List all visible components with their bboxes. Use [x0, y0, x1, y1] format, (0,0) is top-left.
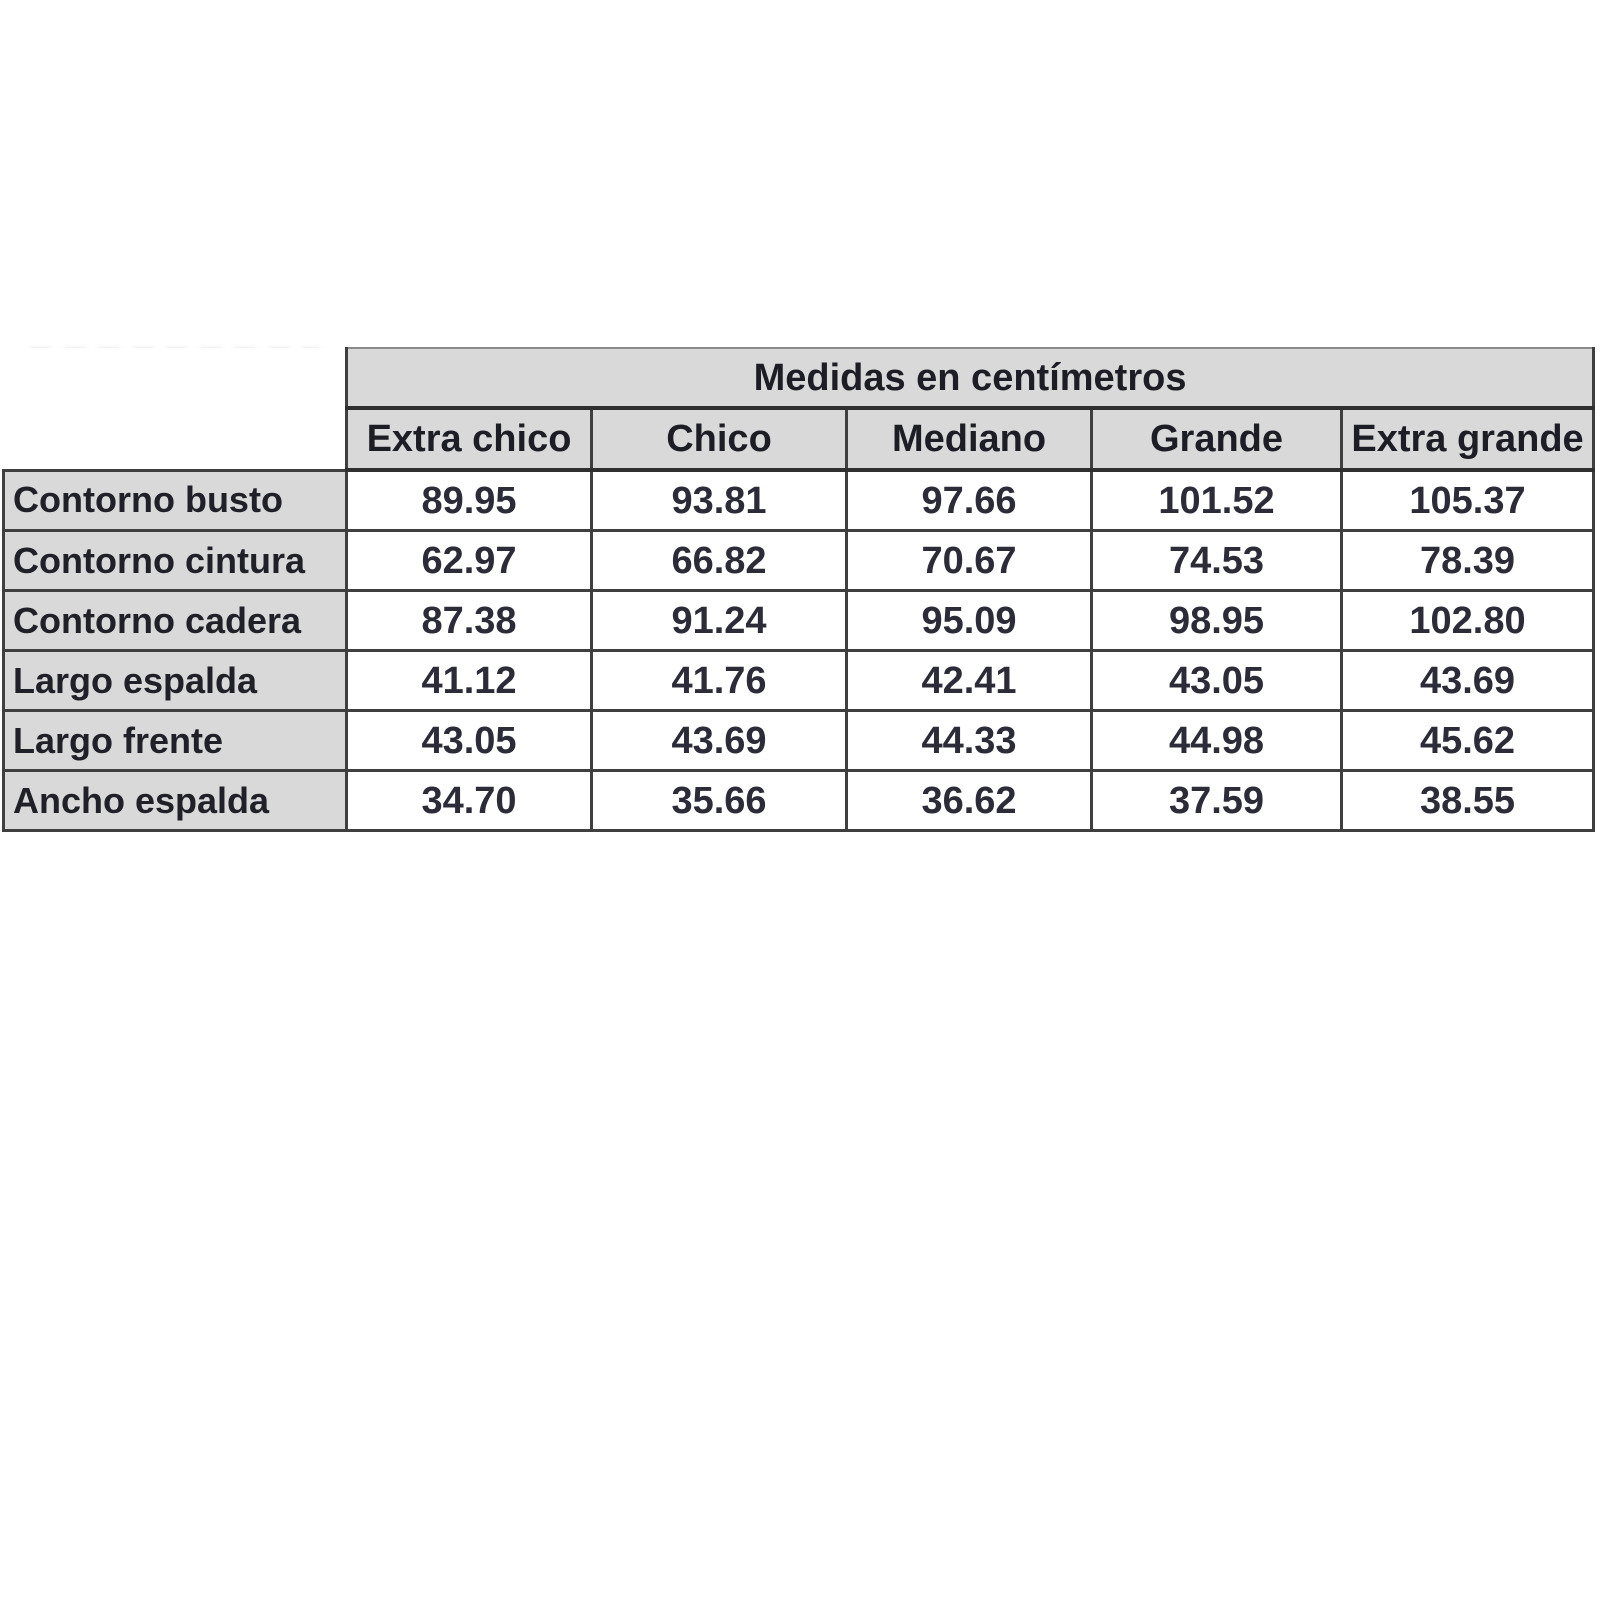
- value-cell: 44.33: [845, 709, 1093, 772]
- table-row-ancho-espalda: Ancho espalda 34.70 35.66 36.62 37.59 38…: [2, 769, 1596, 832]
- value-cell: 44.98: [1090, 709, 1343, 772]
- value-cell: 34.70: [345, 769, 593, 832]
- table-row-largo-frente: Largo frente 43.05 43.69 44.33 44.98 45.…: [2, 709, 1596, 772]
- value-cell: 91.24: [590, 589, 848, 652]
- value-cell: 87.38: [345, 589, 593, 652]
- value-cell: 89.95: [345, 468, 593, 532]
- value-cell: 42.41: [845, 649, 1093, 712]
- value-cell: 43.69: [1339, 649, 1596, 712]
- value-cell: 41.76: [590, 649, 848, 712]
- row-label: Largo espalda: [2, 649, 348, 712]
- title-row: Medidas en centímetros: [3, 347, 1596, 470]
- row-label: Contorno busto: [2, 468, 348, 532]
- value-cell: 78.39: [1339, 529, 1596, 592]
- value-cell: 70.67: [845, 529, 1093, 592]
- value-cell: 93.81: [590, 468, 848, 532]
- table-row-contorno-cadera: Contorno cadera 87.38 91.24 95.09 98.95 …: [2, 589, 1596, 652]
- row-label: Contorno cintura: [2, 529, 348, 592]
- value-cell: 43.69: [590, 709, 848, 772]
- table-row-contorno-busto: Contorno busto 89.95 93.81 97.66 101.52 …: [2, 468, 1596, 532]
- value-cell: 66.82: [590, 529, 848, 592]
- value-cell: 102.80: [1339, 589, 1596, 652]
- size-header-row: Extra chico Chico Mediano Grande Extra g…: [4, 406, 1596, 472]
- value-cell: 101.52: [1090, 468, 1343, 532]
- table-row-largo-espalda: Largo espalda 41.12 41.76 42.41 43.05 43…: [2, 649, 1596, 712]
- value-cell: 37.59: [1090, 769, 1343, 832]
- row-label: Contorno cadera: [2, 589, 348, 652]
- value-cell: 45.62: [1339, 709, 1596, 772]
- value-cell: 36.62: [845, 769, 1093, 832]
- size-measurements-table: Medidas en centímetros Extra chico Chico…: [2, 347, 1596, 832]
- value-cell: 95.09: [845, 589, 1093, 652]
- table-row-contorno-cintura: Contorno cintura 62.97 66.82 70.67 74.53…: [2, 529, 1596, 592]
- value-cell: 43.05: [1090, 649, 1343, 712]
- value-cell: 105.37: [1339, 468, 1596, 532]
- value-cell: 74.53: [1090, 529, 1343, 592]
- value-cell: 35.66: [590, 769, 848, 832]
- corner-blank-cell: [3, 348, 348, 470]
- value-cell: 41.12: [345, 649, 593, 712]
- row-label: Largo frente: [2, 709, 348, 772]
- table-title: Medidas en centímetros: [344, 347, 1596, 410]
- column-header-extra-chico: Extra chico: [345, 406, 593, 472]
- row-label: Ancho espalda: [2, 769, 348, 832]
- value-cell: 38.55: [1339, 769, 1596, 832]
- value-cell: 43.05: [345, 709, 593, 772]
- value-cell: 97.66: [845, 468, 1093, 532]
- column-header-chico: Chico: [590, 406, 848, 472]
- value-cell: 98.95: [1090, 589, 1343, 652]
- value-cell: 62.97: [345, 529, 593, 592]
- column-header-mediano: Mediano: [845, 406, 1093, 472]
- table-header: Medidas en centímetros Extra chico Chico…: [3, 347, 1596, 472]
- column-header-extra-grande: Extra grande: [1339, 406, 1596, 472]
- table-body: Contorno busto 89.95 93.81 97.66 101.52 …: [2, 468, 1596, 832]
- column-header-grande: Grande: [1090, 406, 1343, 472]
